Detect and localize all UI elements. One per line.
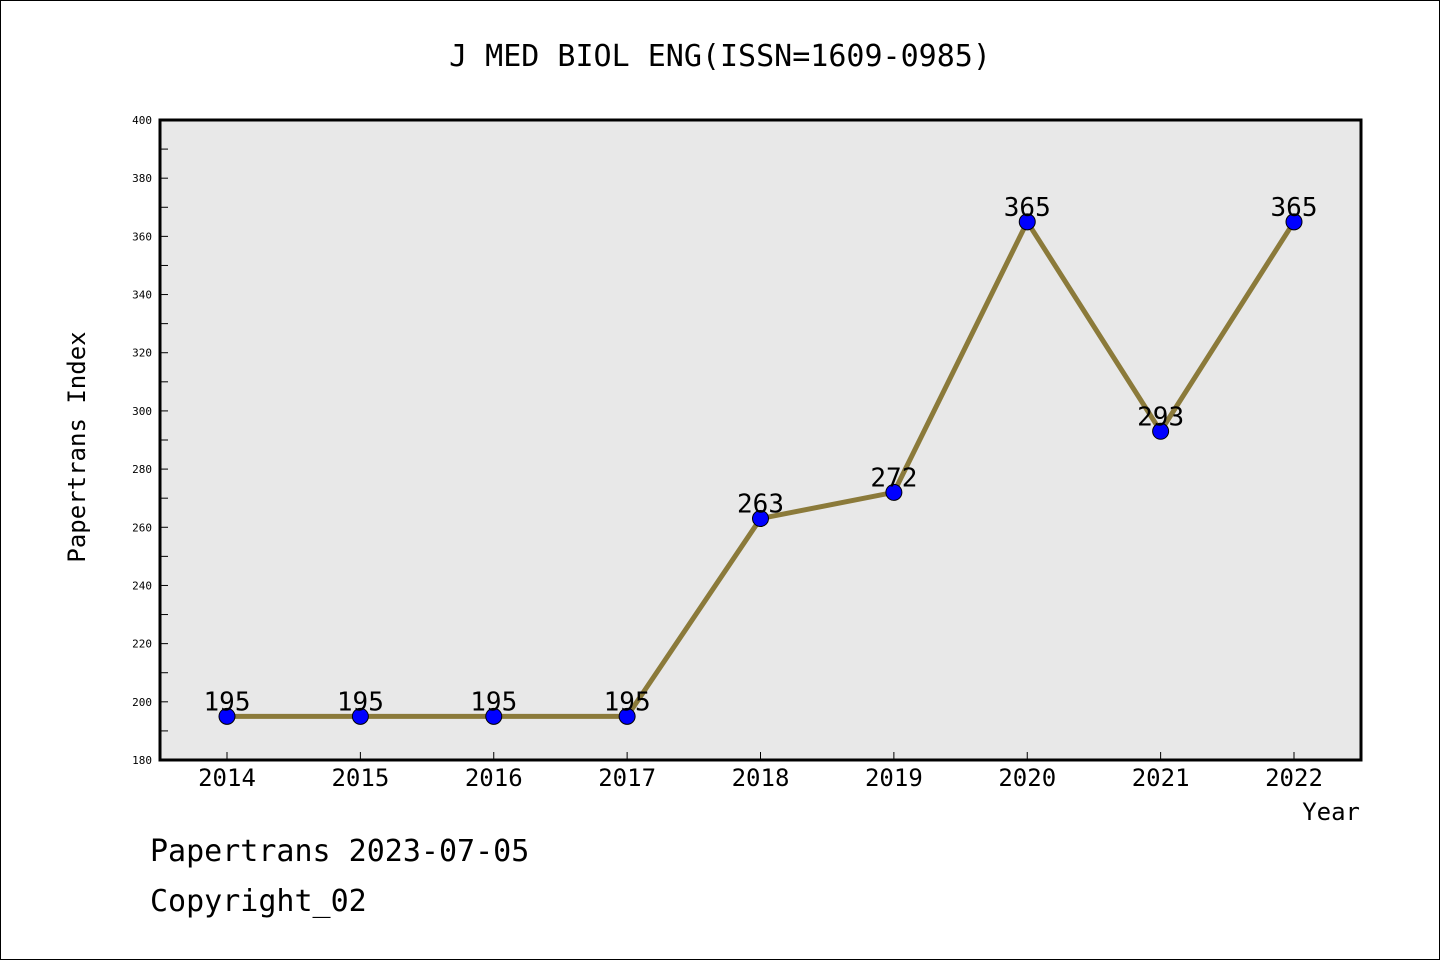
data-label-2022: 365 (1271, 193, 1318, 223)
x-tick-label: 2015 (331, 764, 389, 792)
y-axis: 180 200 220 240 260 280 300 320 340 360 380 400 (132, 114, 168, 767)
data-label-2017: 195 (604, 687, 651, 717)
x-axis-label: Year (1302, 798, 1360, 826)
y-tick-label: 400 (132, 114, 152, 127)
y-tick-label: 260 (132, 521, 152, 534)
y-tick-label: 280 (132, 463, 152, 476)
series-group: 195 195 195 195 263 272 365 293 365 (204, 193, 1318, 725)
x-tick-label: 2018 (732, 764, 790, 792)
data-label-2016: 195 (470, 687, 517, 717)
y-tick-label: 180 (132, 754, 152, 767)
data-label-2021: 293 (1137, 402, 1184, 432)
data-label-2014: 195 (204, 687, 251, 717)
y-axis-label: Papertrans Index (63, 331, 91, 562)
data-point-2016 (485, 707, 503, 725)
y-tick-label: 320 (132, 347, 152, 360)
data-label-2019: 272 (870, 463, 917, 493)
y-tick-label: 220 (132, 638, 152, 651)
data-point-2017 (618, 707, 636, 725)
footer-date-label: Papertrans 2023-07-05 (150, 834, 530, 869)
y-tick-label: 340 (132, 289, 152, 302)
x-tick-label: 2016 (465, 764, 523, 792)
data-label-2015: 195 (337, 687, 384, 717)
y-tick-label: 360 (132, 230, 152, 243)
data-point-2014 (218, 707, 236, 725)
x-tick-label: 2021 (1132, 764, 1190, 792)
y-tick-label: 240 (132, 579, 152, 592)
x-tick-label: 2022 (1265, 764, 1323, 792)
data-point-2022 (1285, 213, 1303, 231)
plot-area (158, 118, 1363, 762)
data-point-2019 (885, 483, 903, 501)
data-point-2021 (1152, 422, 1170, 440)
x-tick-label: 2019 (865, 764, 923, 792)
x-tick-label: 2017 (598, 764, 656, 792)
y-tick-label: 200 (132, 696, 152, 709)
chart-title: J MED BIOL ENG(ISSN=1609-0985) (449, 39, 991, 74)
x-axis: 2014 2015 2016 2017 2018 2019 2020 2021 2022 (198, 752, 1323, 792)
y-tick-label: 300 (132, 405, 152, 418)
data-label-2018: 263 (737, 490, 784, 520)
x-tick-label: 2020 (998, 764, 1056, 792)
data-point-2018 (752, 510, 769, 528)
data-point-2020 (1018, 213, 1036, 231)
x-tick-label: 2014 (198, 764, 256, 792)
data-label-2020: 365 (1004, 193, 1051, 223)
y-tick-label: 380 (132, 172, 152, 185)
footer-copyright-label: Copyright_02 (150, 884, 367, 919)
data-point-2015 (351, 707, 369, 725)
